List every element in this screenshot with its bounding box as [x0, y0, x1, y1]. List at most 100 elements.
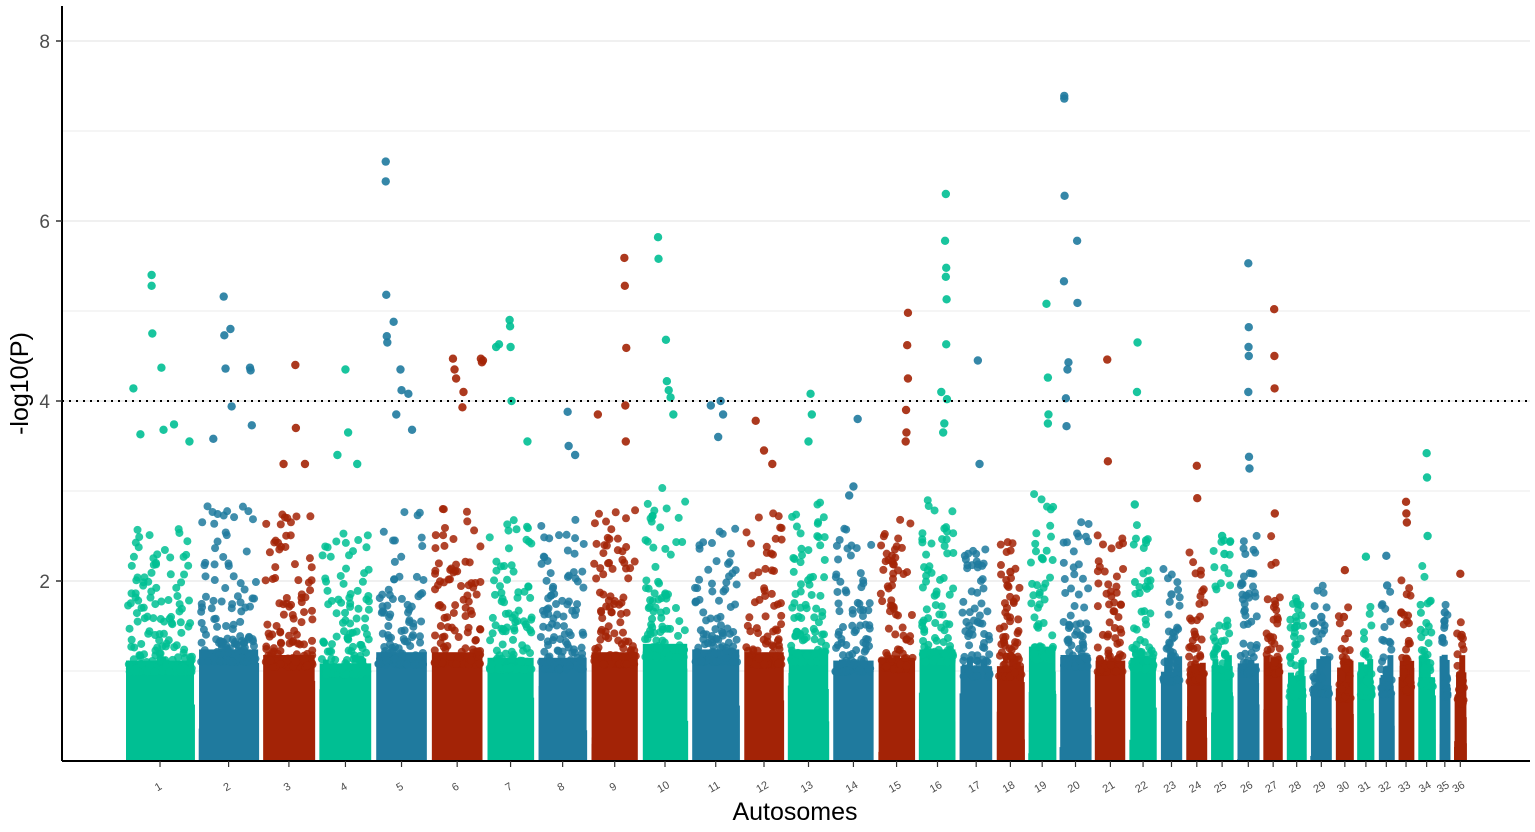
snp-point	[331, 656, 339, 664]
snp-point	[948, 507, 956, 515]
chromosome-10-points	[641, 233, 689, 761]
snp-point	[1060, 539, 1068, 547]
snp-point	[249, 594, 257, 602]
x-tick-label: 19	[1032, 779, 1049, 796]
peak-point	[621, 401, 629, 409]
snp-point	[903, 662, 911, 670]
snp-block	[432, 652, 483, 761]
snp-point	[899, 570, 907, 578]
peak-point	[974, 356, 982, 364]
snp-point	[1297, 635, 1305, 643]
snp-point	[931, 634, 939, 642]
snp-point	[431, 567, 439, 575]
snp-point	[579, 629, 587, 637]
snp-point	[1144, 535, 1152, 543]
snp-point	[792, 649, 800, 657]
peak-point	[714, 433, 722, 441]
snp-point	[1095, 557, 1103, 565]
snp-point	[733, 580, 741, 588]
snp-point	[1225, 569, 1233, 577]
snp-point	[1295, 671, 1303, 679]
snp-point	[793, 628, 801, 636]
snp-point	[1294, 600, 1302, 608]
snp-point	[1114, 613, 1122, 621]
snp-point	[791, 555, 799, 563]
snp-point	[1321, 622, 1329, 630]
peak-point	[571, 451, 579, 459]
snp-point	[1027, 559, 1035, 567]
snp-point	[1443, 675, 1451, 683]
peak-point	[159, 426, 167, 434]
snp-point	[513, 665, 521, 673]
peak-point	[291, 361, 299, 369]
snp-point	[398, 595, 406, 603]
snp-point	[1066, 621, 1074, 629]
snp-point	[853, 544, 861, 552]
y-tick-label: 6	[39, 212, 50, 233]
snp-point	[128, 636, 136, 644]
snp-point	[716, 528, 724, 536]
snp-point	[543, 577, 551, 585]
snp-point	[878, 597, 886, 605]
snp-point	[1082, 619, 1090, 627]
snp-point	[510, 516, 518, 524]
x-tick-label: 32	[1376, 779, 1393, 796]
snp-point	[182, 551, 190, 559]
snp-point	[246, 603, 254, 611]
snp-point	[431, 544, 439, 552]
snp-point	[1342, 664, 1350, 672]
snp-point	[607, 608, 615, 616]
snp-point	[1380, 623, 1388, 631]
snp-point	[337, 572, 345, 580]
peak-point	[452, 374, 460, 382]
snp-point	[341, 609, 349, 617]
snp-point	[359, 578, 367, 586]
snp-point	[617, 610, 625, 618]
snp-point	[578, 650, 586, 658]
snp-point	[1226, 538, 1234, 546]
snp-point	[211, 576, 219, 584]
peak-point	[1060, 94, 1068, 102]
snp-point	[595, 510, 603, 518]
snp-point	[493, 647, 501, 655]
peak-point	[1244, 343, 1252, 351]
snp-point	[1142, 664, 1150, 672]
snp-point	[861, 648, 869, 656]
snp-point	[622, 543, 630, 551]
snp-point	[1275, 669, 1283, 677]
snp-point	[153, 550, 161, 558]
snp-point	[180, 646, 188, 654]
snp-point	[1380, 637, 1388, 645]
snp-point	[328, 597, 336, 605]
snp-point	[1404, 656, 1412, 664]
snp-point	[1107, 661, 1115, 669]
snp-point	[540, 648, 548, 656]
snp-point	[924, 614, 932, 622]
snp-point	[470, 526, 478, 534]
x-tick-label: 14	[844, 779, 861, 796]
snp-point	[699, 608, 707, 616]
snp-point	[985, 650, 993, 658]
peak-point	[1245, 464, 1253, 472]
snp-point	[432, 531, 440, 539]
peak-point	[804, 437, 812, 445]
snp-point	[931, 592, 939, 600]
snp-point	[334, 596, 342, 604]
snp-point	[711, 650, 719, 658]
y-tick-label: 4	[39, 392, 50, 413]
peak-point	[563, 408, 571, 416]
peak-point	[975, 460, 983, 468]
snp-point	[211, 544, 219, 552]
snp-point	[854, 667, 862, 675]
snp-point	[808, 591, 816, 599]
snp-point	[965, 669, 973, 677]
snp-point	[1366, 610, 1374, 618]
snp-point	[286, 639, 294, 647]
snp-point	[1271, 597, 1279, 605]
snp-point	[656, 523, 664, 531]
snp-point	[1084, 584, 1092, 592]
snp-point	[134, 618, 142, 626]
snp-point	[400, 508, 408, 516]
peak-point	[506, 343, 514, 351]
snp-point	[1116, 639, 1124, 647]
